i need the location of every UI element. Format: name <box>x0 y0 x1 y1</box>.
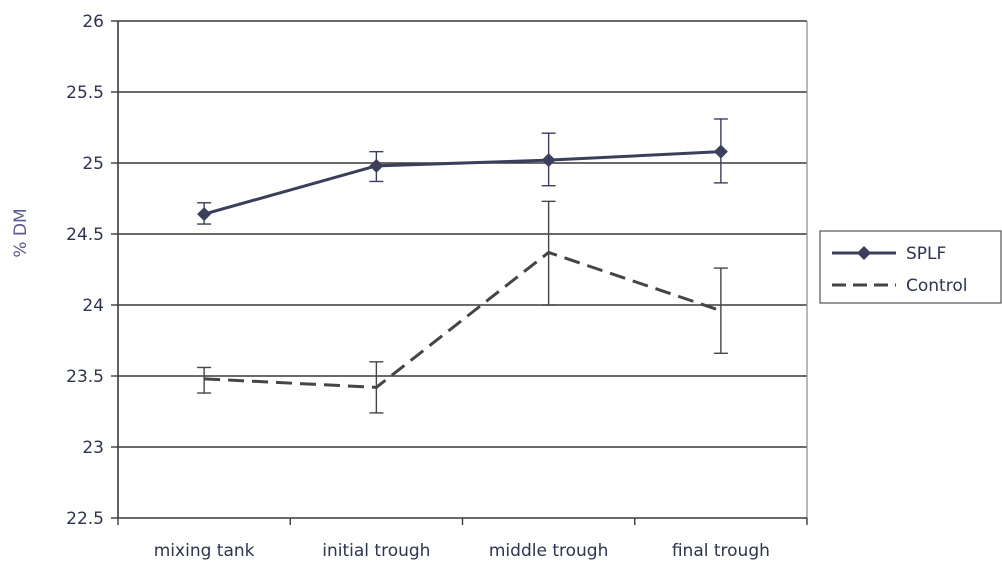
y-tick-label: 22.5 <box>66 509 104 529</box>
series-line <box>204 250 722 389</box>
legend-label: SPLF <box>906 244 946 264</box>
data-point-marker <box>541 153 556 168</box>
series-line <box>203 150 721 216</box>
x-tick-label: mixing tank <box>154 541 255 560</box>
y-tick-label: 24 <box>82 296 104 316</box>
x-tick-label: final trough <box>672 541 770 560</box>
y-axis-label: % DM <box>11 208 31 257</box>
legend-swatch-marker <box>857 246 871 260</box>
y-tick-label: 23.5 <box>66 367 104 387</box>
legend-label: Control <box>906 276 967 296</box>
gridlines <box>118 20 807 448</box>
y-tick-label: 26 <box>82 12 104 32</box>
series-group <box>197 118 728 414</box>
series-control <box>197 200 728 414</box>
data-point-marker <box>369 158 384 173</box>
axes: 22.5 23 23.5 24 24.5 25 25.5 26 mixing tank initi… <box>66 12 808 561</box>
data-point-marker <box>713 144 728 159</box>
y-tick-label: 25.5 <box>66 83 104 103</box>
legend: SPLF Control <box>819 230 1002 304</box>
x-tick-label: initial trough <box>322 541 430 560</box>
legend-box <box>819 230 1002 304</box>
series-splf <box>197 118 728 225</box>
data-point-marker <box>197 207 212 222</box>
y-tick-label: 23 <box>82 438 104 458</box>
y-tick-label: 24.5 <box>66 225 104 245</box>
x-tick-label: middle trough <box>489 541 608 560</box>
y-tick-label: 25 <box>82 154 104 174</box>
